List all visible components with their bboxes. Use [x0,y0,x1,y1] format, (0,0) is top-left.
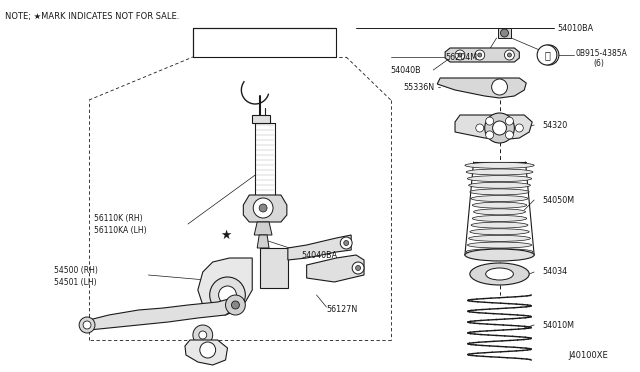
Text: 54034: 54034 [542,267,567,276]
Text: 56204M: 56204M [445,52,477,61]
Text: ★: ★ [220,228,231,241]
Circle shape [259,204,267,212]
Polygon shape [198,258,252,315]
Text: (6): (6) [593,58,604,67]
Circle shape [493,121,506,135]
Circle shape [504,50,515,60]
Text: 54040BA: 54040BA [301,250,338,260]
Circle shape [515,124,524,132]
Circle shape [486,131,493,139]
Ellipse shape [467,176,532,182]
Circle shape [537,45,557,65]
Circle shape [356,266,360,270]
Ellipse shape [472,215,527,221]
Polygon shape [455,115,532,140]
Circle shape [500,29,508,37]
Polygon shape [437,78,526,98]
Text: 0B915-4385A: 0B915-4385A [576,48,628,58]
Ellipse shape [466,249,533,255]
Ellipse shape [471,222,528,228]
Circle shape [79,317,95,333]
Circle shape [506,117,513,125]
Ellipse shape [470,263,529,285]
Circle shape [352,262,364,274]
Circle shape [340,237,352,249]
Ellipse shape [470,189,529,195]
Circle shape [539,45,559,65]
Circle shape [478,53,482,57]
Circle shape [484,113,515,143]
Circle shape [455,50,465,60]
Polygon shape [89,298,236,330]
Bar [497,28,511,38]
Text: 56127N: 56127N [326,305,358,314]
Circle shape [253,198,273,218]
Ellipse shape [468,182,531,188]
Polygon shape [445,48,519,62]
Text: 55336N: 55336N [404,83,435,92]
Circle shape [475,50,484,60]
Text: J40100XE: J40100XE [568,351,609,360]
Circle shape [486,117,493,125]
Circle shape [232,301,239,309]
Circle shape [458,53,462,57]
Text: 54500 (RH): 54500 (RH) [54,266,99,275]
Ellipse shape [471,196,528,202]
Circle shape [225,295,245,315]
Text: Ⓡ: Ⓡ [544,50,550,60]
Text: 54501 (LH): 54501 (LH) [54,278,97,286]
Polygon shape [257,235,269,248]
Circle shape [219,286,236,304]
Ellipse shape [467,242,532,248]
Text: 54320: 54320 [542,121,567,129]
Ellipse shape [474,209,525,215]
Text: 56110KA (LH): 56110KA (LH) [94,225,147,234]
Ellipse shape [486,268,513,280]
Polygon shape [307,255,364,282]
Polygon shape [288,235,351,260]
Circle shape [492,79,508,95]
Text: 54010M: 54010M [542,321,574,330]
Polygon shape [185,340,227,365]
Ellipse shape [472,202,527,208]
Text: 56110K (RH): 56110K (RH) [94,214,143,222]
Bar [252,115,270,123]
Circle shape [344,241,349,246]
Circle shape [476,124,484,132]
Ellipse shape [465,162,534,168]
Circle shape [508,53,511,57]
Text: 54010BA: 54010BA [557,23,593,32]
Polygon shape [254,222,272,235]
Text: 54040B: 54040B [391,65,421,74]
Text: 54050M: 54050M [542,196,574,205]
Circle shape [83,321,91,329]
Ellipse shape [465,249,534,261]
Circle shape [193,325,212,345]
Circle shape [199,331,207,339]
Ellipse shape [470,229,529,235]
Text: NOTE; ★MARK INDICATES NOT FOR SALE.: NOTE; ★MARK INDICATES NOT FOR SALE. [5,12,179,21]
Bar [260,248,288,288]
Circle shape [210,277,245,313]
Circle shape [200,342,216,358]
Ellipse shape [466,169,533,175]
Polygon shape [243,195,287,222]
Circle shape [506,131,513,139]
Ellipse shape [468,235,531,241]
